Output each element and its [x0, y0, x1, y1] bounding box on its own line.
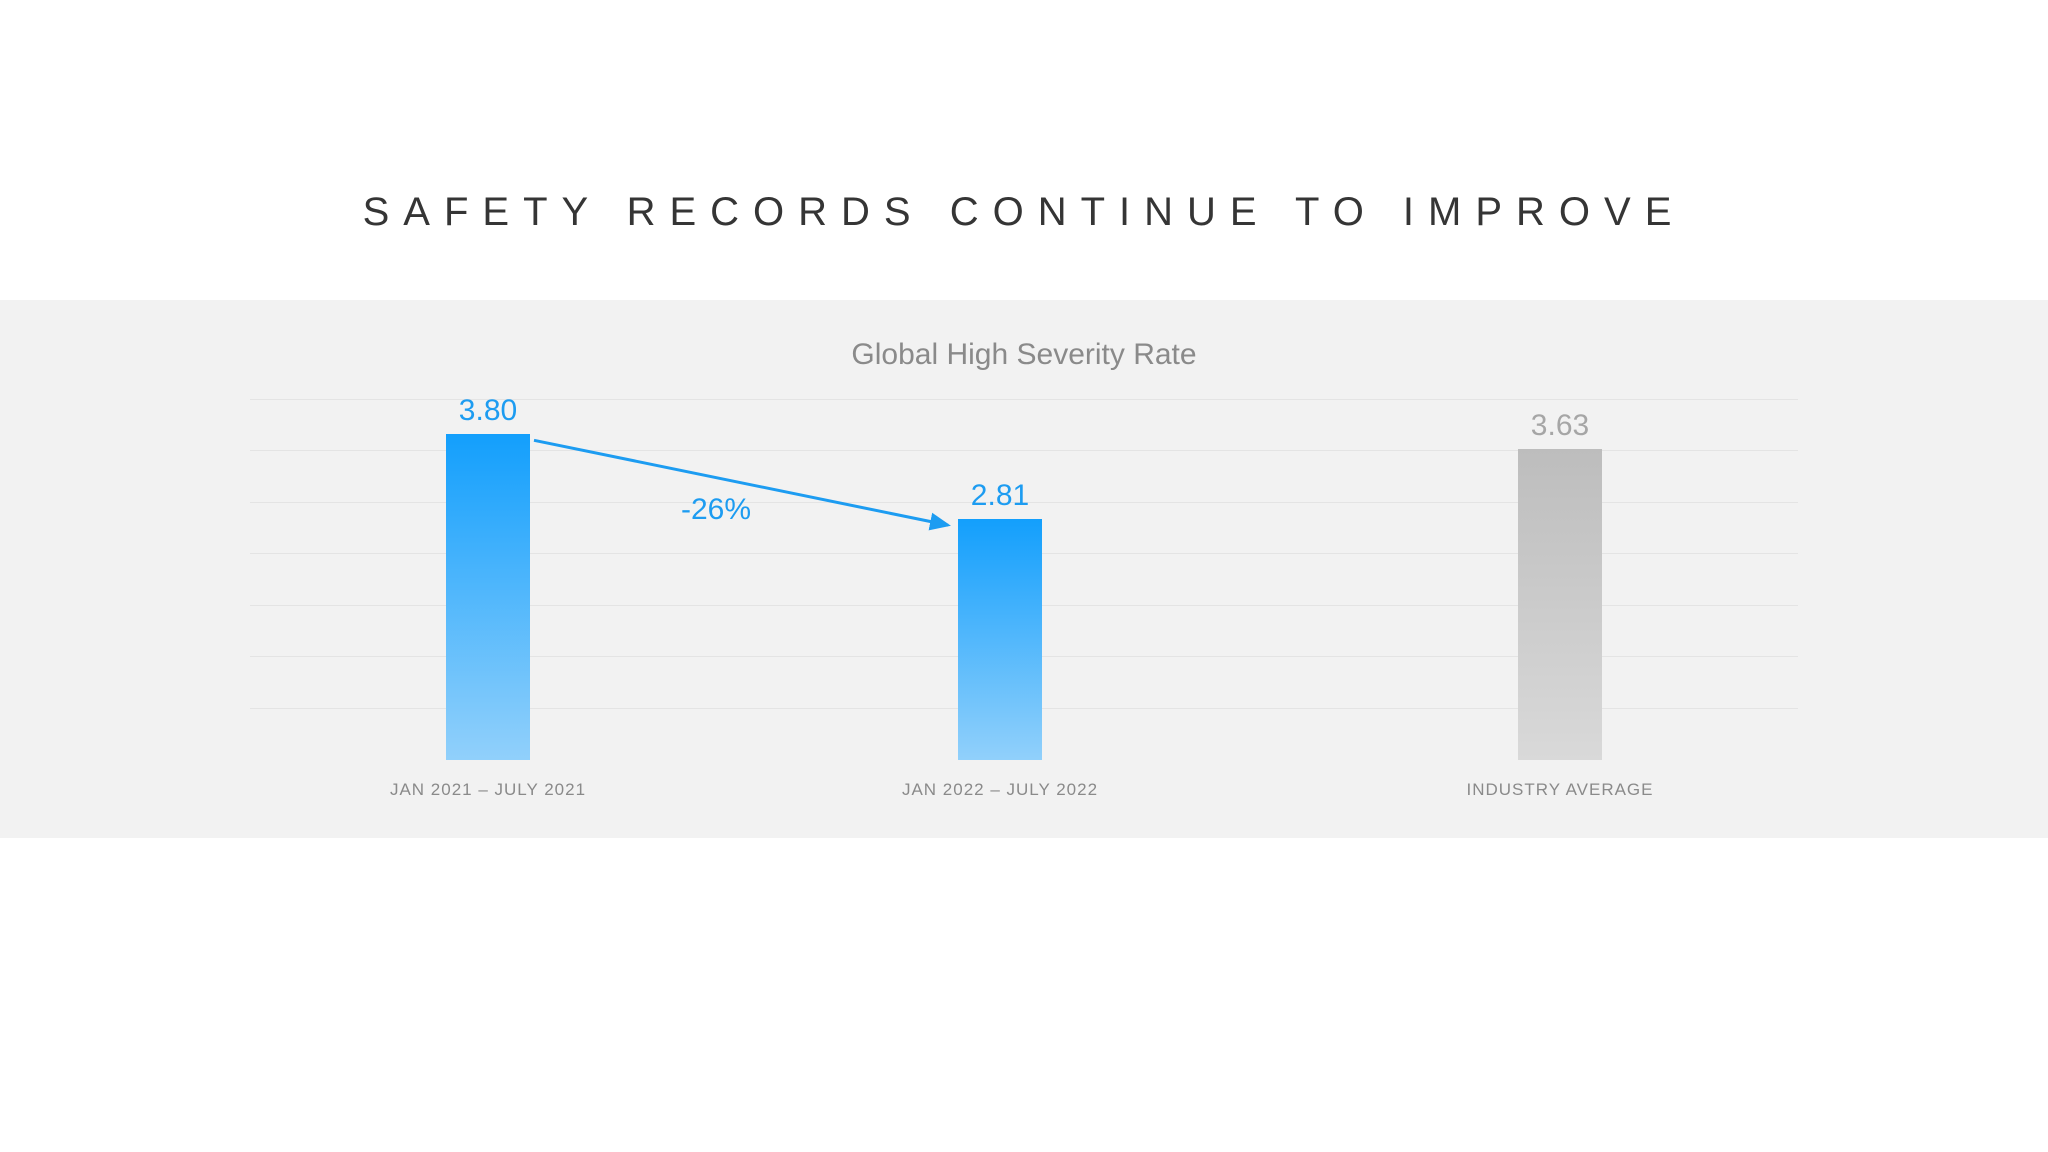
chart-category-label: JAN 2021 – JULY 2021: [390, 780, 586, 800]
chart-plot-area: 3.80JAN 2021 – JULY 20212.81JAN 2022 – J…: [250, 400, 1798, 760]
slide-title: SAFETY RECORDS CONTINUE TO IMPROVE: [0, 190, 2048, 235]
chart-category-label: JAN 2022 – JULY 2022: [902, 780, 1098, 800]
chart-title: Global High Severity Rate: [0, 338, 2048, 372]
chart-category-label: INDUSTRY AVERAGE: [1467, 780, 1654, 800]
trend-arrow-icon: [250, 400, 1798, 760]
change-label: -26%: [681, 493, 751, 527]
slide: SAFETY RECORDS CONTINUE TO IMPROVE Globa…: [0, 0, 2048, 1152]
chart-panel: Global High Severity Rate 3.80JAN 2021 –…: [0, 300, 2048, 838]
